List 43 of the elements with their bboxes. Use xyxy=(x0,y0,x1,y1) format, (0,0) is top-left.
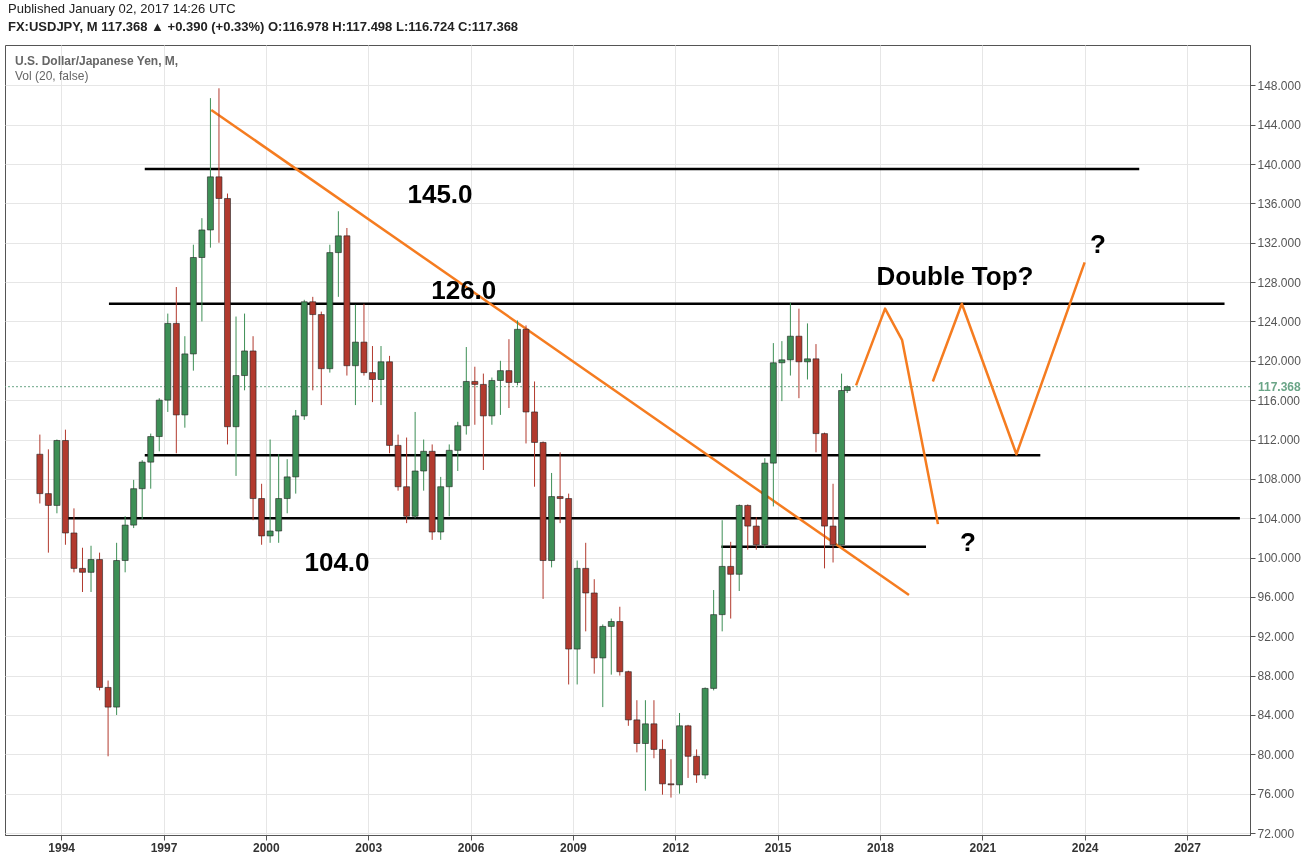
y-tick-label: 72.000 xyxy=(1257,826,1295,841)
annotation: ? xyxy=(1090,229,1106,259)
y-tick-label: 92.000 xyxy=(1257,629,1295,644)
text: Vol (20, false) xyxy=(15,69,89,83)
text: U.S. Dollar/Japanese Yen, M, xyxy=(15,54,179,68)
text: Published January 02, 2017 14:26 UTC xyxy=(8,1,236,16)
x-tick-label: 2009 xyxy=(560,840,588,855)
y-tick-label: 148.000 xyxy=(1257,78,1302,93)
annotation: Double Top? xyxy=(876,261,1034,291)
y-tick-label: 108.000 xyxy=(1257,472,1302,487)
x-tick-label: 2012 xyxy=(662,840,690,855)
y-tick-label: 120.000 xyxy=(1257,354,1302,369)
y-tick-label: 144.000 xyxy=(1257,118,1302,133)
y-tick-label: 124.000 xyxy=(1257,314,1302,329)
annotation: 104.0 xyxy=(304,547,370,577)
y-tick-label: 84.000 xyxy=(1257,708,1295,723)
x-tick-label: 2024 xyxy=(1071,840,1099,855)
y-tick-label: 112.000 xyxy=(1257,433,1301,448)
x-tick-label: 2000 xyxy=(253,840,281,855)
x-tick-label: 2015 xyxy=(764,840,792,855)
y-tick-label: 76.000 xyxy=(1257,787,1295,802)
y-tick-label: 88.000 xyxy=(1257,669,1295,684)
text: FX:USDJPY, M 117.368 ▲ +0.390 (+0.33%) O:116.978 H:117.498 L:116.724 C:117.368 xyxy=(8,19,519,34)
x-tick-label: 1997 xyxy=(150,840,178,855)
y-tick-label: 96.000 xyxy=(1257,590,1295,605)
y-tick-label: 80.000 xyxy=(1257,747,1295,762)
x-tick-label: 2027 xyxy=(1174,840,1202,855)
x-tick-label: 2021 xyxy=(969,840,997,855)
x-tick-label: 2018 xyxy=(867,840,895,855)
y-tick-label: 116.000 xyxy=(1257,393,1301,408)
x-tick-label: 1994 xyxy=(48,840,76,855)
y-tick-label: 136.000 xyxy=(1257,196,1302,211)
y-tick-label: 128.000 xyxy=(1257,275,1302,290)
y-tick-label: 140.000 xyxy=(1257,157,1302,172)
ref-line-label: 117.368 xyxy=(1258,379,1302,394)
x-tick-label: 2003 xyxy=(355,840,383,855)
annotation: 145.0 xyxy=(407,179,473,209)
y-tick-label: 104.000 xyxy=(1257,511,1302,526)
x-tick-label: 2006 xyxy=(457,840,485,855)
annotation: ? xyxy=(960,527,976,557)
y-tick-label: 100.000 xyxy=(1257,551,1302,566)
y-tick-label: 132.000 xyxy=(1257,236,1302,251)
line-series xyxy=(854,307,940,526)
